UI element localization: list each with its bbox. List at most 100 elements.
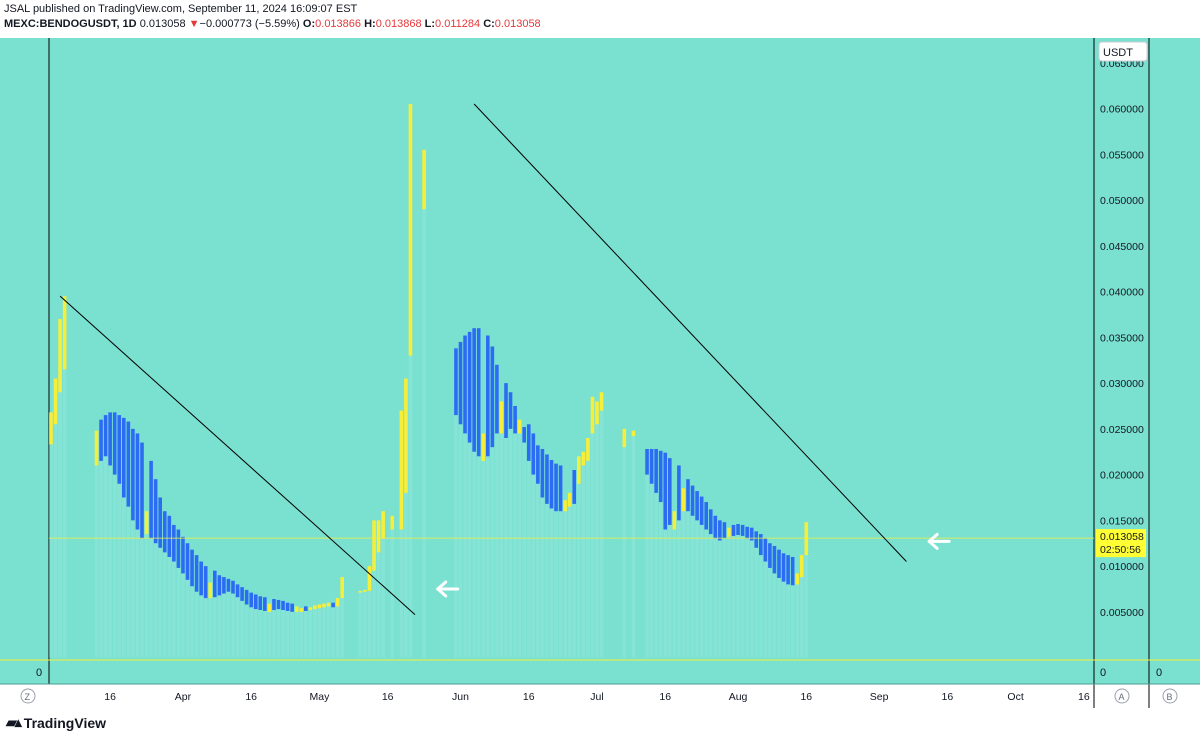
price-bar [472, 328, 476, 452]
ghost-bar [558, 465, 563, 658]
y-tick-label: 0.010000 [1100, 561, 1144, 573]
price-bar [681, 488, 686, 512]
symbol-name[interactable]: MEXC:BENDOGUSDT, 1D [4, 18, 137, 30]
x-tick-label: 16 [1078, 691, 1090, 703]
ghost-bar [390, 515, 395, 658]
x-tick-label: Apr [175, 691, 192, 703]
price-bar [672, 511, 677, 530]
ghost-bar [731, 524, 736, 658]
ghost-bar [690, 485, 695, 658]
price-bar [645, 448, 649, 475]
ghost-bar [722, 522, 727, 658]
price-bar [572, 470, 577, 504]
price-bar [763, 538, 768, 562]
price-bar [422, 149, 426, 210]
ghost-bar [290, 603, 294, 658]
ghost-bar [117, 415, 122, 658]
ghost-bar [53, 378, 58, 658]
ghost-bar [103, 415, 108, 658]
price-bar [781, 553, 786, 582]
ghost-bar [549, 459, 554, 658]
price-chart[interactable]: 0.0650000.0600000.0550000.0500000.045000… [0, 38, 1200, 708]
ghost-bar [162, 511, 167, 658]
ghost-bar [586, 438, 590, 658]
price-bar [103, 415, 108, 457]
price-bar [740, 524, 745, 536]
price-bar [153, 479, 158, 544]
price-bar [536, 445, 540, 484]
b-button[interactable] [1162, 688, 1178, 704]
price-bar [736, 524, 740, 535]
price-bars [49, 104, 809, 612]
y-tick-label: 0.005000 [1100, 607, 1144, 619]
price-bar [213, 570, 217, 598]
price-bar [486, 335, 490, 457]
price-bar [404, 378, 408, 493]
ghost-bar [331, 602, 335, 658]
ghost-bar [304, 606, 308, 658]
ghost-bar [645, 448, 649, 658]
ghost-bar [463, 335, 467, 658]
ghost-bar [658, 450, 663, 658]
price-bar [112, 412, 117, 475]
ghost-bar [317, 604, 322, 658]
footer [0, 708, 1200, 739]
price-axis[interactable]: 0.0650000.0600000.0550000.0500000.045000… [1100, 58, 1144, 619]
price-bar [713, 515, 718, 539]
price-tag-countdown: 02:50:56 [1100, 544, 1141, 556]
price-bar [786, 555, 790, 585]
x-tick-label: Sep [870, 691, 889, 703]
time-axis[interactable]: 16 Apr 16 May 16 Jun 16 Jul 16 Aug 16 Sep 16 Oct 16 [104, 691, 1090, 703]
ghost-bar [226, 578, 231, 658]
ghost-bar [272, 599, 276, 658]
trendline [59, 295, 416, 615]
ghost-bar [363, 589, 367, 658]
currency-label: USDT [1103, 47, 1133, 59]
ghost-bar [340, 577, 344, 658]
ghost-bar [781, 553, 786, 658]
price-bar [499, 401, 504, 434]
price-bar [99, 419, 103, 461]
price-bar [526, 424, 531, 461]
ghost-bar [58, 319, 62, 658]
ghost-bar [408, 104, 413, 658]
y-tick-label: 0.020000 [1100, 470, 1144, 482]
ghost-bar [681, 488, 686, 658]
ghost-bar [718, 520, 722, 658]
volume-ghost-bars [49, 104, 809, 658]
price-bar [476, 328, 481, 457]
ghost-bar [308, 607, 313, 658]
ghost-bar [149, 460, 153, 658]
price-bar [649, 448, 654, 484]
tradingview-logo[interactable]: ▰▴ TradingView [6, 714, 106, 731]
price-bar [281, 600, 285, 611]
arrow-markers[interactable] [436, 532, 951, 598]
price-bar [358, 590, 363, 593]
ghost-bar [258, 596, 263, 658]
price-bar [122, 417, 126, 498]
price-bar [599, 392, 604, 411]
ghost-bar [481, 433, 486, 658]
price-bar [795, 573, 799, 585]
price-bar [545, 454, 549, 504]
price-bar [172, 524, 176, 562]
y-tick-label: 0.015000 [1100, 515, 1144, 527]
currency-button[interactable] [1098, 41, 1148, 62]
ghost-bar [631, 430, 636, 658]
ghost-bar [176, 529, 181, 658]
ghost-bar [381, 511, 385, 658]
price-bar [158, 497, 162, 548]
price-tag [1096, 529, 1146, 558]
zero-label-left: 0 [36, 667, 42, 679]
trendlines[interactable] [59, 103, 907, 615]
z-button[interactable] [20, 688, 36, 704]
ghost-bar [790, 556, 795, 658]
price-bar [290, 603, 294, 612]
a-button[interactable] [1114, 688, 1130, 704]
price-bar [777, 549, 781, 578]
ghost-bar [299, 608, 304, 658]
price-change: −0.000773 (−5.59%) [199, 18, 300, 30]
ghost-bar [185, 543, 190, 658]
ghost-bar [112, 412, 117, 658]
ghost-bar [713, 515, 718, 658]
